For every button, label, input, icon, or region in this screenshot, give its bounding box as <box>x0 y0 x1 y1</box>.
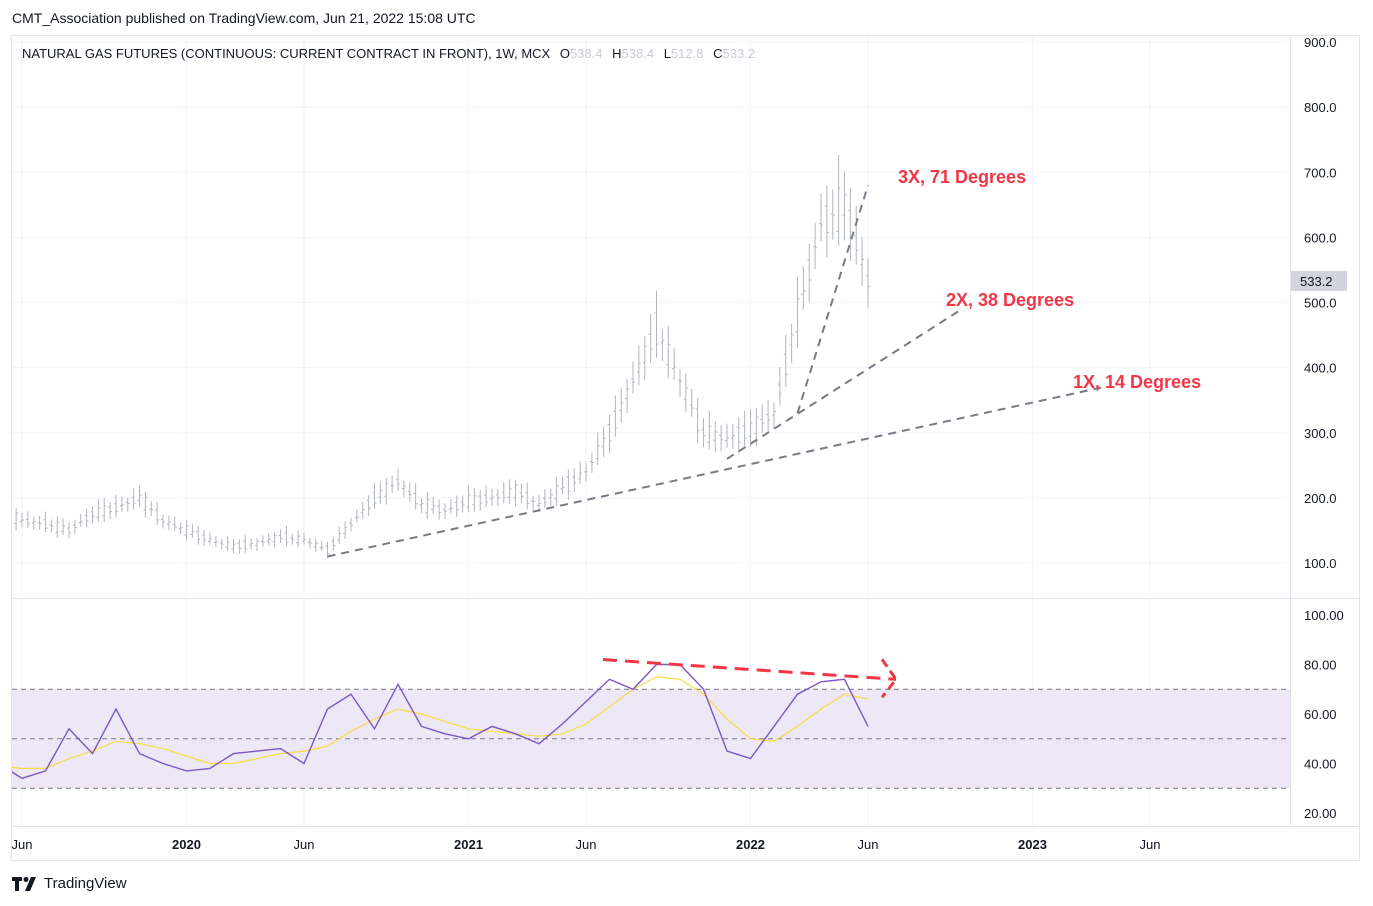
open-value: 538.4 <box>569 46 603 61</box>
chart-frame <box>11 35 1360 861</box>
price-axis-separator <box>1290 36 1291 826</box>
low-value: 512.8 <box>670 46 704 61</box>
symbol-legend: NATURAL GAS FUTURES (CONTINUOUS: CURRENT… <box>22 46 755 61</box>
pane-divider[interactable] <box>12 598 1359 599</box>
time-axis-separator <box>12 826 1359 827</box>
high-value: 538.4 <box>621 46 655 61</box>
annotation-1x: 1X, 14 Degrees <box>1073 372 1201 392</box>
publisher-line: CMT_Association published on TradingView… <box>12 10 476 26</box>
close-value: 533.2 <box>722 46 756 61</box>
symbol-title: NATURAL GAS FUTURES (CONTINUOUS: CURRENT… <box>22 46 551 61</box>
annotation-2x: 2X, 38 Degrees <box>946 290 1074 310</box>
low-label: L <box>663 46 671 61</box>
rsi-line <box>12 663 869 780</box>
gann-fan-line <box>796 184 869 414</box>
high-label: H <box>612 46 622 61</box>
divergence-arrow <box>880 658 898 699</box>
rsi-pane[interactable] <box>12 600 1290 826</box>
gann-fan-line <box>327 386 1104 558</box>
gann-fan-line <box>726 308 963 460</box>
brand-name: TradingView <box>44 875 127 892</box>
rsi-divergence-line <box>602 658 897 681</box>
tradingview-icon <box>12 876 36 891</box>
annotation-3x: 3X, 71 Degrees <box>898 167 1026 187</box>
price-pane[interactable]: 3X, 71 Degrees 2X, 38 Degrees 1X, 14 Degre… <box>12 36 1290 598</box>
rsi-ma-line <box>12 676 869 769</box>
open-label: O <box>559 46 570 61</box>
tradingview-logo[interactable]: TradingView <box>12 875 127 892</box>
close-label: C <box>713 46 723 61</box>
